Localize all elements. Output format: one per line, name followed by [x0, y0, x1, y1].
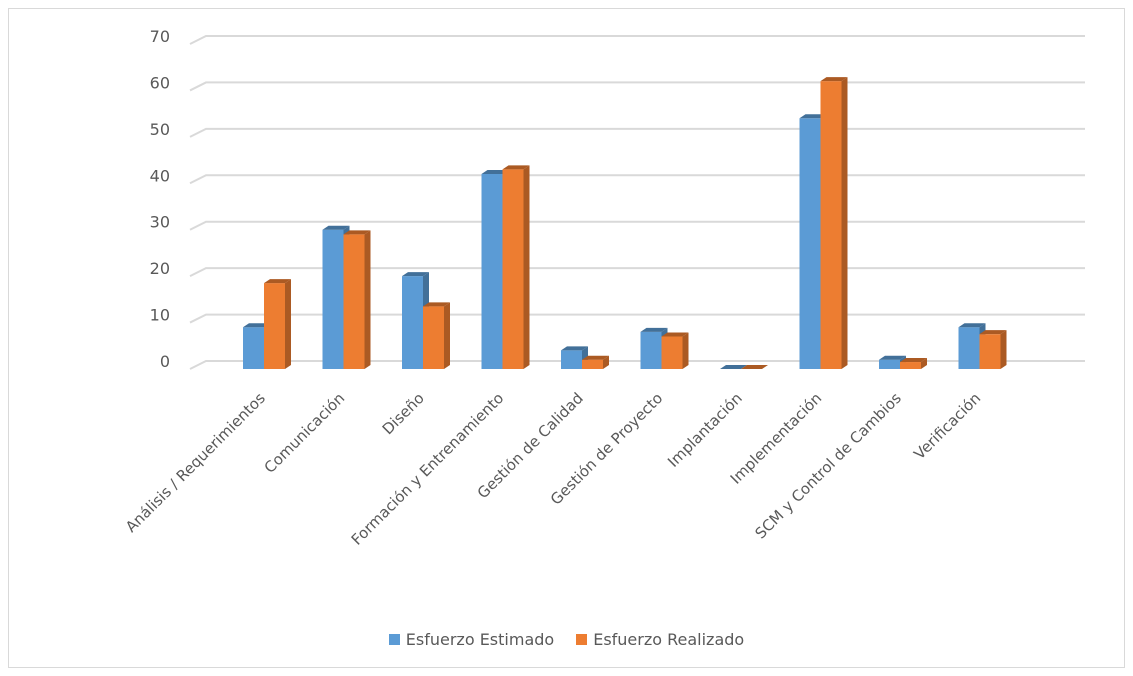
bar-top — [640, 327, 668, 332]
bar-side — [1000, 330, 1007, 369]
bar — [343, 234, 365, 369]
y-tick-label: 10 — [150, 306, 170, 325]
legend-label-realizado: Esfuerzo Realizado — [593, 630, 745, 649]
bar — [661, 336, 683, 369]
x-category-label: Diseño — [379, 389, 428, 438]
gridline — [189, 360, 1085, 370]
bar — [799, 118, 821, 370]
bar — [561, 350, 582, 369]
bar-top — [900, 358, 927, 363]
bar-top — [343, 230, 371, 235]
bar — [582, 359, 603, 369]
y-tick-label: 50 — [150, 120, 170, 139]
bar — [264, 283, 285, 369]
x-category-label: Implantación — [664, 389, 746, 471]
legend-swatch-estimado — [388, 634, 400, 645]
bar-top — [720, 365, 747, 369]
y-tick-label: 60 — [150, 73, 170, 92]
gridline — [189, 127, 1085, 138]
y-tick-label: 70 — [150, 27, 170, 46]
bar-top — [799, 114, 827, 119]
bar-side — [523, 165, 530, 369]
bar — [502, 169, 524, 369]
legend-item-realizado: Esfuerzo Realizado — [576, 630, 744, 649]
x-category-label: Comunicación — [261, 389, 349, 477]
gridline — [189, 267, 1085, 278]
bar-side — [921, 358, 927, 369]
gridline — [189, 81, 1085, 92]
bar — [481, 174, 503, 369]
bar — [879, 359, 900, 369]
bar-side — [682, 332, 689, 369]
bar-top — [423, 302, 450, 307]
x-category-label: Verificación — [910, 389, 984, 463]
x-category-label: SCM y Control de Cambios — [752, 389, 905, 542]
bar-side — [444, 302, 450, 369]
bar — [640, 331, 662, 369]
bar — [958, 327, 980, 369]
y-tick-label: 40 — [150, 166, 170, 185]
legend-label-estimado: Esfuerzo Estimado — [405, 630, 555, 649]
bar — [820, 81, 842, 370]
bar — [900, 362, 921, 369]
y-tick-label: 30 — [150, 213, 170, 232]
bar-top — [502, 165, 530, 170]
bar-side — [364, 230, 371, 369]
bar-side — [603, 355, 609, 369]
gridline — [189, 35, 1085, 45]
bar — [979, 334, 1001, 369]
bar-top — [481, 170, 509, 174]
bar — [402, 276, 423, 369]
bar-top — [879, 355, 906, 360]
legend-swatch-realizado — [576, 634, 588, 645]
legend: Esfuerzo Estimado Esfuerzo Realizado — [0, 630, 1133, 649]
bar-top — [402, 272, 429, 277]
chart-frame — [8, 8, 1125, 668]
gridline — [189, 220, 1085, 231]
bar — [243, 327, 264, 369]
bar-top — [979, 330, 1007, 335]
bar-top — [264, 279, 291, 284]
bar-top — [243, 323, 270, 328]
x-category-label: Análisis / Requerimientos — [122, 389, 269, 536]
bar-top — [582, 355, 609, 360]
bar-top — [820, 77, 848, 82]
legend-item-estimado: Esfuerzo Estimado — [388, 630, 555, 649]
gridline — [189, 174, 1085, 185]
bar-top — [561, 346, 588, 351]
bar-top — [741, 365, 768, 369]
bar-top — [661, 332, 689, 337]
bar — [423, 306, 444, 369]
bar — [322, 229, 344, 369]
bar-side — [841, 77, 848, 370]
bar-top — [322, 225, 350, 230]
x-category-label: Formación y Entrenamiento — [348, 389, 508, 549]
y-tick-label: 0 — [160, 352, 170, 371]
gridline — [189, 313, 1085, 324]
bar-side — [285, 279, 291, 369]
bar-top — [958, 323, 986, 328]
y-tick-label: 20 — [150, 259, 170, 278]
